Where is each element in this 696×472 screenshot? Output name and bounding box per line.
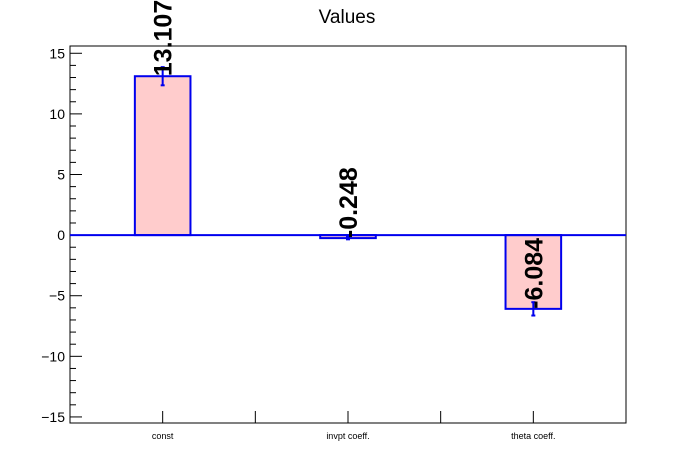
data-label: -6.084 bbox=[520, 238, 548, 309]
category-label: invpt coeff. bbox=[326, 431, 369, 441]
category-labels: const invpt coeff. theta coeff. bbox=[152, 431, 556, 441]
category-label: const bbox=[152, 431, 174, 441]
data-label: 13.107 bbox=[150, 0, 178, 76]
x-axis bbox=[162, 411, 534, 423]
y-tick-label: −15 bbox=[41, 409, 65, 425]
data-label: -0.248 bbox=[335, 167, 363, 238]
y-tick-label: 5 bbox=[57, 166, 65, 182]
bar bbox=[133, 75, 192, 237]
y-axis: −15 −10 −5 0 5 10 15 bbox=[41, 45, 82, 425]
y-tick-label: −10 bbox=[41, 348, 65, 364]
data-labels: 13.107 -0.248 -6.084 bbox=[150, 0, 549, 309]
bar bbox=[504, 234, 563, 310]
category-label: theta coeff. bbox=[511, 431, 555, 441]
y-tick-label: 15 bbox=[49, 45, 65, 61]
y-tick-label: 0 bbox=[57, 227, 65, 243]
chart-title: Values bbox=[319, 7, 376, 28]
y-tick-label: 10 bbox=[49, 106, 65, 122]
y-tick-label: −5 bbox=[49, 288, 65, 304]
